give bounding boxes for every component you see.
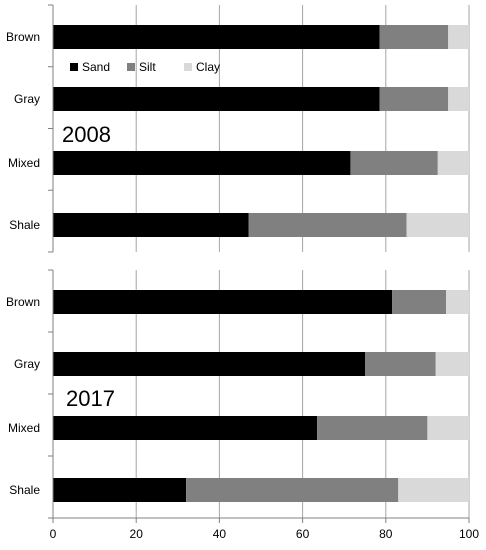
- bar-2008-shale-silt: [248, 213, 407, 237]
- legend-label-sand: Sand: [82, 60, 110, 74]
- bar-2008-gray-clay: [448, 87, 469, 111]
- legend-swatch-clay: [184, 63, 192, 71]
- category-label: Brown: [6, 30, 40, 44]
- bar-2017-brown-sand: [53, 290, 393, 314]
- bar-2017-mixed-silt: [317, 416, 428, 440]
- bar-2017-shale-clay: [398, 478, 469, 502]
- bar-2017-gray-silt: [365, 352, 436, 376]
- category-label: Gray: [14, 357, 40, 371]
- legend-swatch-sand: [70, 63, 78, 71]
- bar-2017-gray-sand: [53, 352, 365, 376]
- panel-year-label: 2017: [66, 386, 115, 411]
- bar-2008-mixed-silt: [350, 151, 438, 175]
- bar-2017-mixed-clay: [427, 416, 469, 440]
- bar-2017-shale-sand: [53, 478, 187, 502]
- bar-2008-brown-clay: [448, 25, 469, 49]
- x-tick-label: 20: [130, 527, 144, 541]
- labels: Brown Gray Mixed Shale 2008 Brown Gray Mixed Sha…: [6, 30, 479, 541]
- bar-2008-shale-sand: [53, 213, 249, 237]
- bars: [53, 25, 469, 502]
- bar-2017-mixed-sand: [53, 416, 318, 440]
- bar-2008-mixed-clay: [437, 151, 469, 175]
- category-label: Mixed: [8, 421, 40, 435]
- axes: [48, 4, 470, 523]
- x-tick-label: 40: [213, 527, 227, 541]
- bar-2017-brown-clay: [446, 290, 469, 314]
- category-label: Shale: [9, 483, 40, 497]
- bar-2017-brown-silt: [392, 290, 447, 314]
- bar-2017-gray-clay: [435, 352, 469, 376]
- category-label: Shale: [9, 218, 40, 232]
- bar-2008-shale-clay: [406, 213, 469, 237]
- bar-2008-brown-silt: [379, 25, 449, 49]
- legend-label-silt: Silt: [139, 60, 156, 74]
- legend: Sand Silt Clay: [70, 60, 220, 74]
- legend-swatch-silt: [127, 63, 135, 71]
- panel-year-label: 2008: [62, 122, 111, 147]
- x-tick-label: 100: [459, 527, 479, 541]
- x-tick-label: 80: [379, 527, 393, 541]
- category-label: Gray: [14, 92, 40, 106]
- x-tick-label: 0: [50, 527, 57, 541]
- bar-2008-gray-silt: [379, 87, 449, 111]
- category-label: Brown: [6, 295, 40, 309]
- gridlines: [135, 5, 470, 518]
- bar-2008-gray-sand: [53, 87, 380, 111]
- bar-2008-brown-sand: [53, 25, 380, 49]
- bar-2017-shale-silt: [186, 478, 399, 502]
- bar-2008-mixed-sand: [53, 151, 351, 175]
- x-tick-label: 60: [296, 527, 310, 541]
- category-label: Mixed: [8, 156, 40, 170]
- legend-label-clay: Clay: [196, 60, 220, 74]
